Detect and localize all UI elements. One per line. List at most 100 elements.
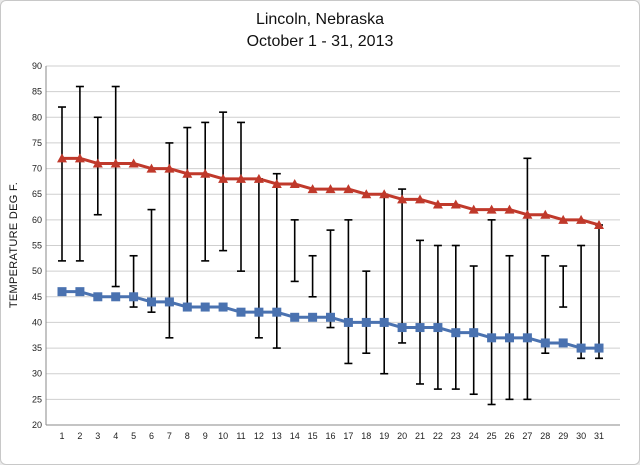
x-tick-label: 17 <box>343 431 353 441</box>
normal-low-point <box>75 287 85 297</box>
normal-high-point <box>522 209 533 219</box>
y-tick-label: 85 <box>32 87 42 97</box>
normal-low-point <box>433 323 443 333</box>
normal-high-point <box>74 153 85 163</box>
range-bar <box>344 219 353 365</box>
normal-high-point <box>576 214 587 224</box>
range-bar <box>183 126 192 308</box>
normal-low-point <box>558 338 568 348</box>
normal-low-point <box>254 307 264 317</box>
normal-low-point <box>343 317 353 327</box>
x-tick-label: 21 <box>415 431 425 441</box>
normal-high-point <box>182 168 193 178</box>
x-tick-labels: 1 2 3 4 5 6 7 8 9 10 11 12 13 14 15 16 17 18 19 20 21 22 23 24 2… <box>59 431 604 441</box>
x-tick-label: 29 <box>558 431 568 441</box>
normal-high-point <box>92 158 103 168</box>
normal-low-point <box>57 287 67 297</box>
y-tick-label: 55 <box>32 241 42 251</box>
normal-high-point <box>218 173 229 183</box>
normal-high-point <box>504 204 515 214</box>
x-tick-label: 24 <box>469 431 479 441</box>
y-tick-label: 50 <box>32 266 42 276</box>
normal-low-point <box>236 307 246 317</box>
range-bar <box>487 219 496 406</box>
range-bar <box>416 239 424 385</box>
x-tick-label: 30 <box>576 431 586 441</box>
normal-high-point <box>594 219 604 229</box>
x-tick-label: 11 <box>236 431 245 441</box>
x-tick-label: 20 <box>397 431 407 441</box>
normal-low-point <box>451 328 461 338</box>
y-tick-label: 65 <box>32 189 42 199</box>
range-bar <box>523 157 532 401</box>
range-bar <box>541 254 550 355</box>
normal-high-point <box>415 194 425 204</box>
range-bar <box>308 254 317 298</box>
normal-low-point <box>147 297 156 307</box>
x-tick-label: 15 <box>308 431 318 441</box>
x-tick-label: 31 <box>594 431 604 441</box>
normal-high-point <box>110 158 121 168</box>
normal-low-point <box>576 343 586 353</box>
y-tick-label: 40 <box>32 317 42 327</box>
x-tick-label: 18 <box>361 431 371 441</box>
gridlines <box>45 65 620 426</box>
normal-high-point <box>289 178 300 188</box>
x-tick-label: 6 <box>149 431 154 441</box>
normal-high-point <box>540 209 551 219</box>
normal-high-point <box>486 204 497 214</box>
chart-title: Lincoln, Nebraska <box>256 11 384 28</box>
normal-high-point <box>307 184 318 194</box>
range-bar <box>237 121 245 272</box>
y-tick-label: 35 <box>32 343 42 353</box>
y-tick-label: 70 <box>32 164 42 174</box>
normal-low-point <box>272 307 282 317</box>
normal-high-point <box>146 163 157 173</box>
normal-low-point <box>415 323 425 333</box>
normal-low-point <box>397 323 407 333</box>
normal-low-point <box>379 317 389 327</box>
x-tick-label: 25 <box>487 431 497 441</box>
y-tick-label: 80 <box>32 112 42 122</box>
y-tick-label: 90 <box>32 61 42 71</box>
normal-low-point <box>469 328 479 338</box>
range-bar <box>290 219 299 283</box>
y-tick-label: 25 <box>32 394 42 404</box>
y-tick-label: 75 <box>32 138 42 148</box>
x-tick-label: 16 <box>325 431 335 441</box>
normal-high-point <box>253 173 264 183</box>
normal-high-point <box>57 153 67 163</box>
x-tick-label: 13 <box>272 431 282 441</box>
range-bar <box>201 121 210 262</box>
x-tick-label: 1 <box>59 431 64 441</box>
normal-low-point <box>182 302 192 312</box>
range-bar <box>75 85 84 262</box>
normal-high-point <box>271 178 282 188</box>
normal-high-point <box>558 214 569 224</box>
x-tick-label: 28 <box>540 431 550 441</box>
normal-low-point <box>361 317 371 327</box>
x-tick-label: 14 <box>290 431 300 441</box>
normal-high-point <box>361 189 372 199</box>
x-tick-label: 27 <box>522 431 532 441</box>
normal-low-point <box>505 333 514 343</box>
normal-low-point <box>290 312 300 322</box>
range-bar <box>362 270 371 355</box>
range-bar <box>272 172 281 349</box>
normal-low-point <box>522 333 532 343</box>
normal-low-point <box>326 312 335 322</box>
x-tick-label: 22 <box>433 431 443 441</box>
normal-low-point <box>540 338 550 348</box>
normal-low-point <box>93 292 103 302</box>
x-tick-label: 8 <box>185 431 190 441</box>
normal-low-point <box>111 292 121 302</box>
x-tick-label: 2 <box>77 431 82 441</box>
x-tick-label: 10 <box>218 431 228 441</box>
normal-low-point <box>200 302 210 312</box>
normal-low-point <box>164 297 174 307</box>
x-tick-label: 12 <box>254 431 264 441</box>
x-tick-label: 4 <box>113 431 118 441</box>
x-tick-label: 19 <box>379 431 389 441</box>
